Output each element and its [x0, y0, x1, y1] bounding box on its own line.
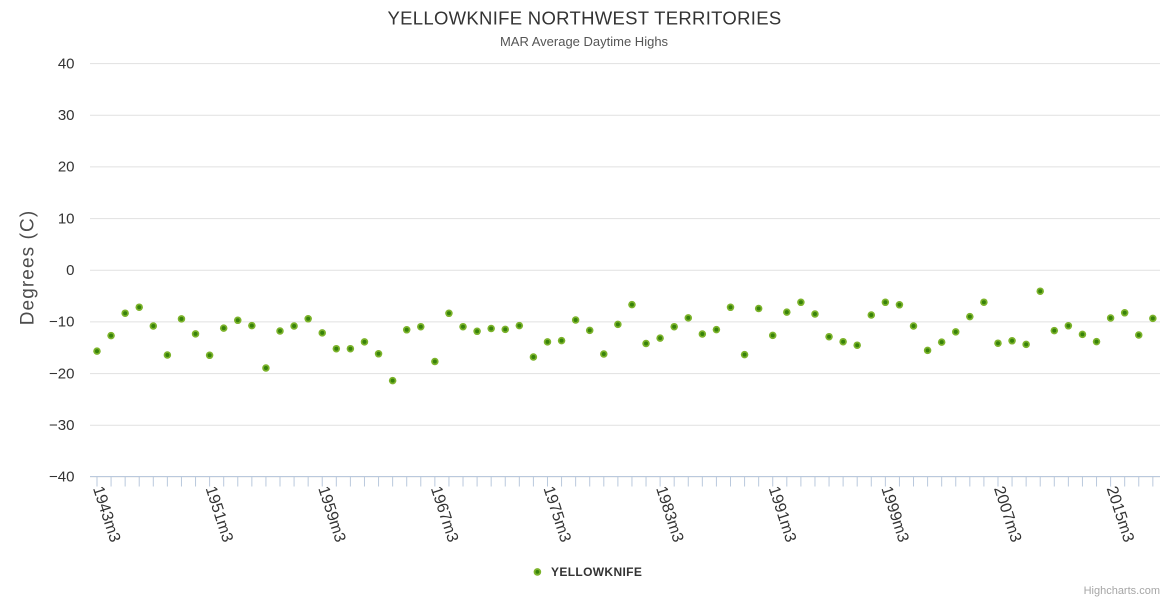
svg-text:−10: −10 [49, 314, 74, 331]
svg-text:YELLOWKNIFE NORTHWEST TERRITOR: YELLOWKNIFE NORTHWEST TERRITORIES [387, 8, 781, 29]
svg-text:0: 0 [66, 262, 74, 279]
svg-text:30: 30 [58, 107, 75, 124]
svg-text:−40: −40 [49, 469, 74, 486]
svg-text:Highcharts.com: Highcharts.com [1084, 585, 1160, 597]
svg-text:10: 10 [58, 210, 75, 227]
svg-text:−20: −20 [49, 365, 74, 382]
svg-text:20: 20 [58, 159, 75, 176]
svg-text:MAR Average Daytime Highs: MAR Average Daytime Highs [500, 34, 669, 49]
svg-text:Degrees (C): Degrees (C) [18, 210, 39, 326]
svg-text:YELLOWKNIFE: YELLOWKNIFE [551, 565, 642, 579]
svg-text:−30: −30 [49, 417, 74, 434]
svg-text:40: 40 [58, 55, 75, 72]
